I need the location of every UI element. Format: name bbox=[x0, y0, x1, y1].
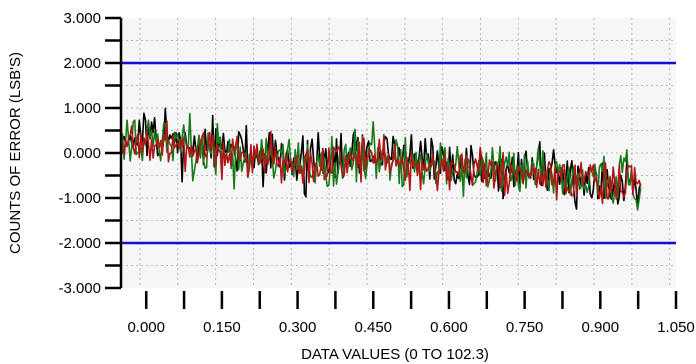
y-axis-title: COUNTS OF ERROR (LSB'S) bbox=[7, 52, 24, 254]
x-tick-label: 0.900 bbox=[582, 319, 620, 336]
y-tick-label: -1.000 bbox=[58, 190, 101, 207]
y-tick-label: 3.000 bbox=[63, 10, 101, 27]
y-tick-label: 1.000 bbox=[63, 100, 101, 117]
x-tick-label: 0.600 bbox=[430, 319, 468, 336]
series-layer bbox=[120, 107, 642, 211]
y-ticks: 3.000 2.000 1.000 0.000 -1.000 -2.000 -3.000 bbox=[58, 10, 121, 297]
y-tick-label: -3.000 bbox=[58, 280, 101, 297]
x-tick-label: 0.150 bbox=[203, 319, 241, 336]
y-tick-label: -2.000 bbox=[58, 235, 101, 252]
x-tick-label: 0.450 bbox=[354, 319, 392, 336]
x-axis-title: DATA VALUES (0 TO 102.3) bbox=[301, 346, 489, 363]
series-line bbox=[120, 120, 642, 205]
reference-lines bbox=[121, 61, 676, 245]
y-tick-label: 2.000 bbox=[63, 55, 101, 72]
x-ticks: 0.000 0.150 0.300 0.450 0.600 0.750 0.900 1.050 bbox=[127, 291, 695, 336]
x-tick-label: 0.300 bbox=[279, 319, 317, 336]
x-tick-label: 0.750 bbox=[506, 319, 544, 336]
x-tick-label: 1.050 bbox=[657, 319, 695, 336]
y-tick-label: 0.000 bbox=[63, 145, 101, 162]
x-tick-label: 0.000 bbox=[127, 319, 165, 336]
